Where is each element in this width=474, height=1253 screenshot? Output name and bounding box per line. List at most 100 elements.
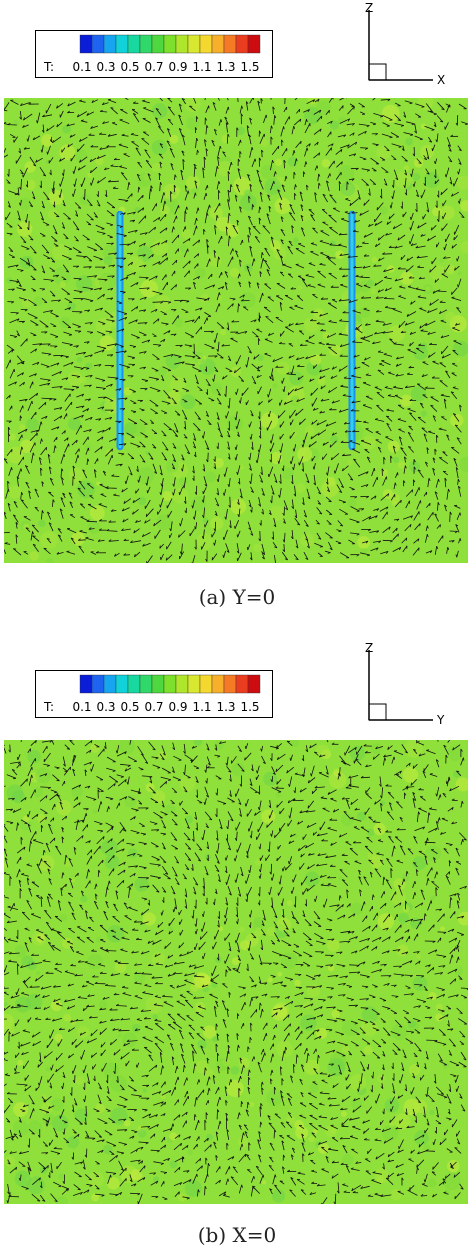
temperature-patch [77, 1026, 90, 1039]
velocity-vector-head [33, 839, 37, 841]
velocity-vector [361, 178, 369, 186]
velocity-vector [270, 368, 274, 379]
velocity-vector-head [219, 435, 223, 438]
velocity-vector-head [8, 433, 11, 437]
velocity-vector [25, 527, 31, 533]
velocity-vector-head [421, 374, 425, 377]
velocity-vector [147, 173, 152, 181]
velocity-vector-head [186, 206, 188, 210]
velocity-vector-head [19, 415, 23, 419]
velocity-vector-head [321, 838, 325, 842]
velocity-vector-head [305, 557, 309, 560]
velocity-vector-head [310, 773, 312, 777]
velocity-vector-head [305, 161, 308, 165]
velocity-vector-head [234, 837, 237, 841]
velocity-vector-head [178, 534, 180, 538]
temperature-patch [195, 267, 206, 279]
velocity-vector-head [387, 394, 391, 396]
velocity-vector [127, 776, 130, 785]
velocity-vector [127, 453, 135, 460]
velocity-vector-head [452, 386, 456, 388]
velocity-vector-head [136, 282, 139, 286]
velocity-vector-head [338, 409, 342, 413]
velocity-vector [172, 742, 176, 750]
velocity-vector [167, 106, 175, 116]
velocity-vector [443, 257, 451, 259]
velocity-vector [427, 478, 430, 488]
velocity-vector-head [331, 742, 335, 745]
velocity-vector [241, 300, 250, 302]
velocity-vector-head [262, 292, 264, 296]
velocity-vector [160, 832, 166, 835]
velocity-vector-head [159, 472, 163, 476]
velocity-vector [116, 300, 123, 304]
velocity-vector [365, 793, 372, 800]
velocity-vector [4, 825, 9, 832]
velocity-vector-head [413, 836, 417, 839]
velocity-vector [25, 213, 28, 223]
velocity-vector-head [350, 408, 354, 412]
velocity-vector [280, 216, 283, 223]
velocity-vector-head [347, 118, 351, 122]
temperature-patch [38, 855, 55, 872]
velocity-vector-head [67, 144, 70, 148]
velocity-vector [358, 102, 365, 108]
velocity-vector-head [295, 545, 299, 549]
velocity-vector [345, 198, 351, 202]
velocity-vector [182, 134, 186, 146]
axis-label-horizontal: Y [436, 713, 445, 727]
velocity-vector-head [443, 744, 447, 748]
velocity-vector-head [11, 467, 13, 471]
velocity-vector [193, 225, 197, 236]
velocity-vector-head [133, 211, 136, 215]
velocity-vector-head [366, 837, 370, 839]
velocity-vector-head [237, 514, 240, 518]
velocity-vector [61, 836, 64, 844]
velocity-vector [406, 311, 417, 317]
velocity-vector-head [248, 504, 252, 508]
velocity-vector [317, 500, 322, 505]
velocity-vector [61, 288, 71, 295]
velocity-vector [350, 532, 360, 535]
velocity-vector-head [61, 468, 64, 472]
velocity-vector-head [375, 144, 379, 147]
velocity-vector-head [212, 378, 214, 382]
velocity-vector [94, 820, 103, 825]
velocity-vector [270, 745, 279, 749]
velocity-vector [162, 366, 172, 371]
velocity-vector-head [292, 798, 296, 801]
velocity-vector-head [272, 106, 275, 110]
velocity-vector [151, 429, 158, 434]
velocity-vector-head [165, 253, 168, 257]
velocity-vector-head [340, 149, 343, 153]
velocity-vector-head [410, 515, 414, 519]
velocity-vector [43, 310, 53, 313]
velocity-vector-head [144, 322, 148, 325]
velocity-vector-head [21, 372, 24, 376]
velocity-vector [460, 839, 464, 845]
velocity-vector-head [376, 547, 379, 551]
velocity-vector [326, 343, 336, 346]
velocity-vector [308, 263, 316, 267]
velocity-vector-head [249, 117, 252, 121]
velocity-vector-head [111, 847, 113, 851]
velocity-vector-head [417, 265, 421, 268]
velocity-vector-head [141, 534, 145, 537]
temperature-patch [142, 912, 156, 926]
velocity-vector-head [108, 520, 112, 523]
velocity-vector-head [98, 418, 102, 421]
velocity-vector [272, 106, 274, 115]
velocity-vector [407, 408, 416, 413]
velocity-vector [73, 345, 79, 347]
velocity-vector [63, 331, 72, 336]
velocity-vector-head [194, 817, 197, 820]
velocity-vector [237, 763, 245, 772]
temperature-patch [4, 1026, 15, 1037]
velocity-vector [42, 849, 45, 856]
velocity-vector [365, 428, 373, 434]
velocity-vector-head [78, 545, 82, 548]
velocity-vector [194, 217, 197, 225]
velocity-vector-head [274, 834, 276, 838]
velocity-vector-head [165, 240, 168, 244]
velocity-vector-head [182, 485, 185, 489]
